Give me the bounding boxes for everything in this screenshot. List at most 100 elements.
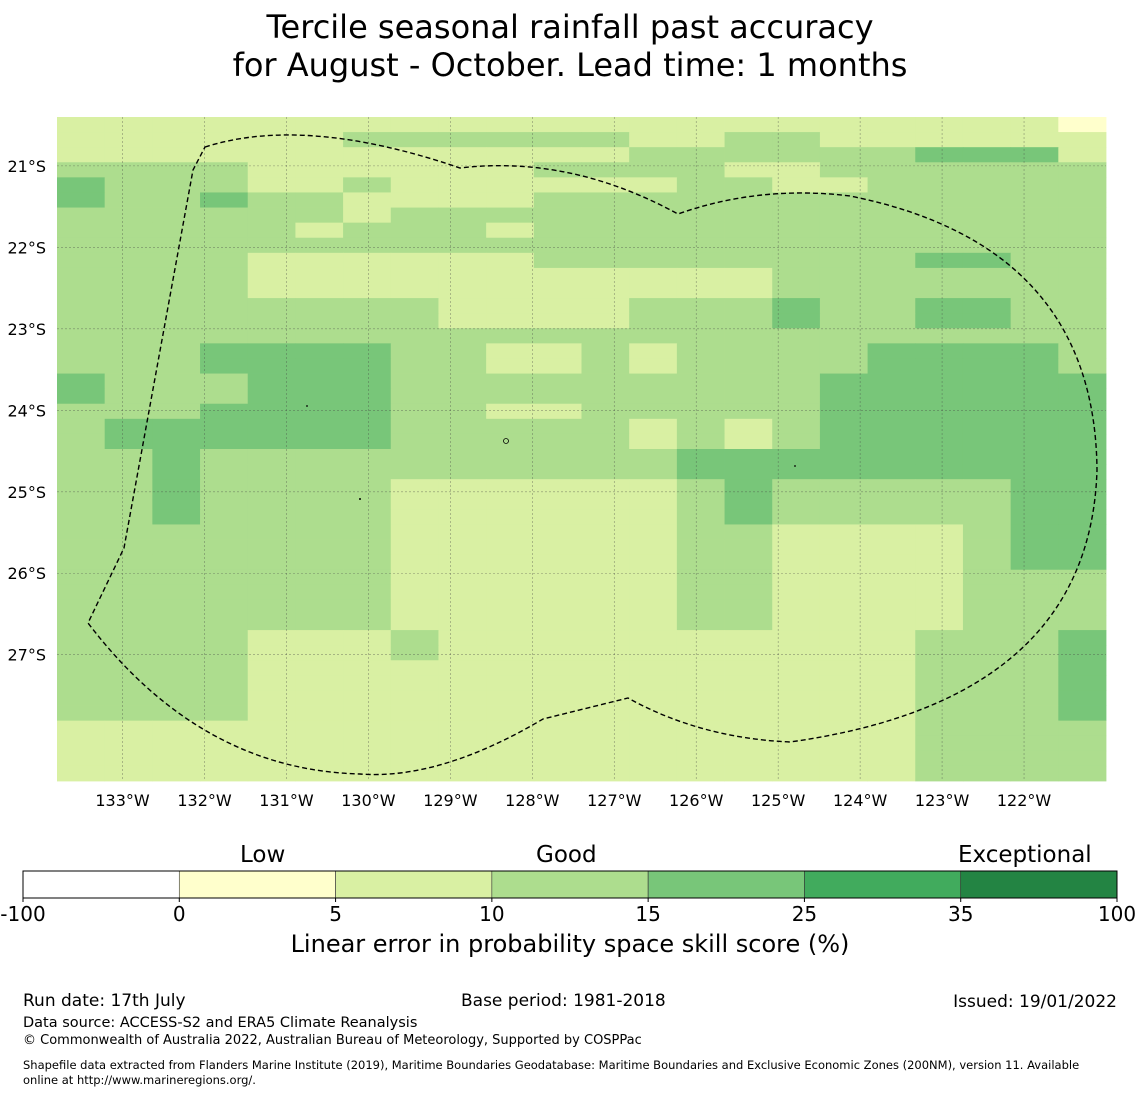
grid-cell xyxy=(962,343,1012,359)
grid-cell xyxy=(915,283,964,299)
grid-cell xyxy=(104,675,153,691)
grid-cell xyxy=(343,283,392,299)
grid-cell xyxy=(486,479,535,495)
grid-cell xyxy=(915,433,964,450)
grid-cell xyxy=(1010,192,1059,208)
longitude-label: 127°W xyxy=(587,791,642,810)
grid-cell xyxy=(915,252,964,269)
grid-cell xyxy=(867,630,916,646)
grid-cell xyxy=(1058,433,1107,450)
grid-cell xyxy=(819,388,868,405)
latitude-label: 27°S xyxy=(7,646,46,665)
grid-cell xyxy=(390,328,439,344)
grid-cell xyxy=(295,192,344,208)
grid-cell xyxy=(629,313,678,329)
grid-cell xyxy=(390,539,439,556)
grid-cell xyxy=(533,494,582,510)
grid-cell xyxy=(57,162,106,178)
grid-cell xyxy=(915,373,964,390)
grid-cell xyxy=(343,177,392,193)
grid-cell xyxy=(1058,283,1107,299)
grid-cell xyxy=(152,690,201,706)
grid-cell xyxy=(486,630,535,646)
grid-cell xyxy=(1010,464,1059,480)
grid-cell xyxy=(676,750,725,767)
grid-cell xyxy=(962,267,1012,284)
grid-cell xyxy=(343,222,392,239)
grid-cell xyxy=(104,690,153,706)
grid-cell xyxy=(200,222,249,239)
grid-cell xyxy=(819,509,868,525)
grid-cell xyxy=(581,237,630,254)
grid-cell xyxy=(915,298,964,314)
grid-cell xyxy=(772,720,821,737)
grid-cell xyxy=(295,162,344,178)
grid-cell xyxy=(200,720,249,737)
grid-cell xyxy=(486,192,535,208)
longitude-label: 129°W xyxy=(423,791,478,810)
grid-cell xyxy=(724,539,773,556)
grid-cell xyxy=(915,599,964,616)
grid-cell xyxy=(1010,222,1059,239)
grid-cell xyxy=(57,479,106,495)
colorbar-tick-label: 0 xyxy=(172,902,186,926)
grid-cell xyxy=(581,494,630,510)
grid-cell xyxy=(152,750,201,767)
grid-cell xyxy=(104,750,153,767)
grid-cell xyxy=(676,358,725,374)
grid-cell xyxy=(486,750,535,767)
grid-cell xyxy=(819,162,868,178)
grid-cell xyxy=(200,509,249,525)
grid-cell xyxy=(772,373,821,390)
grid-cell xyxy=(438,283,487,299)
grid-cell xyxy=(200,464,249,480)
grid-cell xyxy=(438,177,487,193)
grid-cell xyxy=(581,630,630,646)
grid-cell xyxy=(724,509,773,525)
grid-cell xyxy=(962,690,1012,706)
grid-cell xyxy=(819,720,868,737)
grid-cell xyxy=(200,765,249,782)
grid-cell xyxy=(104,735,153,752)
grid-cell xyxy=(581,328,630,344)
grid-cell xyxy=(867,705,916,722)
grid-cell xyxy=(1058,177,1107,193)
grid-cell xyxy=(152,449,201,465)
grid-cell xyxy=(533,464,582,480)
grid-cell xyxy=(1010,388,1059,405)
grid-cell xyxy=(629,343,678,359)
grid-cell xyxy=(1058,765,1107,782)
grid-cell xyxy=(295,645,344,661)
grid-cell xyxy=(1058,373,1107,390)
grid-cell xyxy=(962,494,1012,510)
grid-cell xyxy=(200,584,249,601)
grid-cell xyxy=(438,584,487,601)
grid-cell xyxy=(1010,735,1059,752)
grid-cell xyxy=(57,117,106,133)
grid-cell xyxy=(867,449,916,465)
grid-cell xyxy=(962,675,1012,691)
grid-cell xyxy=(581,554,630,571)
grid-cell xyxy=(819,313,868,329)
grid-cell xyxy=(1058,192,1107,208)
grid-cell xyxy=(200,615,249,631)
grid-cell xyxy=(343,720,392,737)
grid-cell xyxy=(724,358,773,374)
grid-cell xyxy=(629,494,678,510)
grid-cell xyxy=(819,539,868,556)
grid-cell xyxy=(152,433,201,450)
grid-cell xyxy=(772,192,821,208)
grid-cell xyxy=(200,433,249,450)
grid-cell xyxy=(200,117,249,133)
grid-cell xyxy=(57,584,106,601)
grid-cell xyxy=(390,630,439,646)
grid-cell xyxy=(915,554,964,571)
grid-cell xyxy=(533,328,582,344)
grid-cell xyxy=(629,750,678,767)
grid-cell xyxy=(57,403,106,420)
colorbar-tick-label: 5 xyxy=(329,902,342,926)
grid-cell xyxy=(962,433,1012,450)
grid-cell xyxy=(438,373,487,390)
grid-cell xyxy=(104,283,153,299)
grid-cell xyxy=(772,599,821,616)
